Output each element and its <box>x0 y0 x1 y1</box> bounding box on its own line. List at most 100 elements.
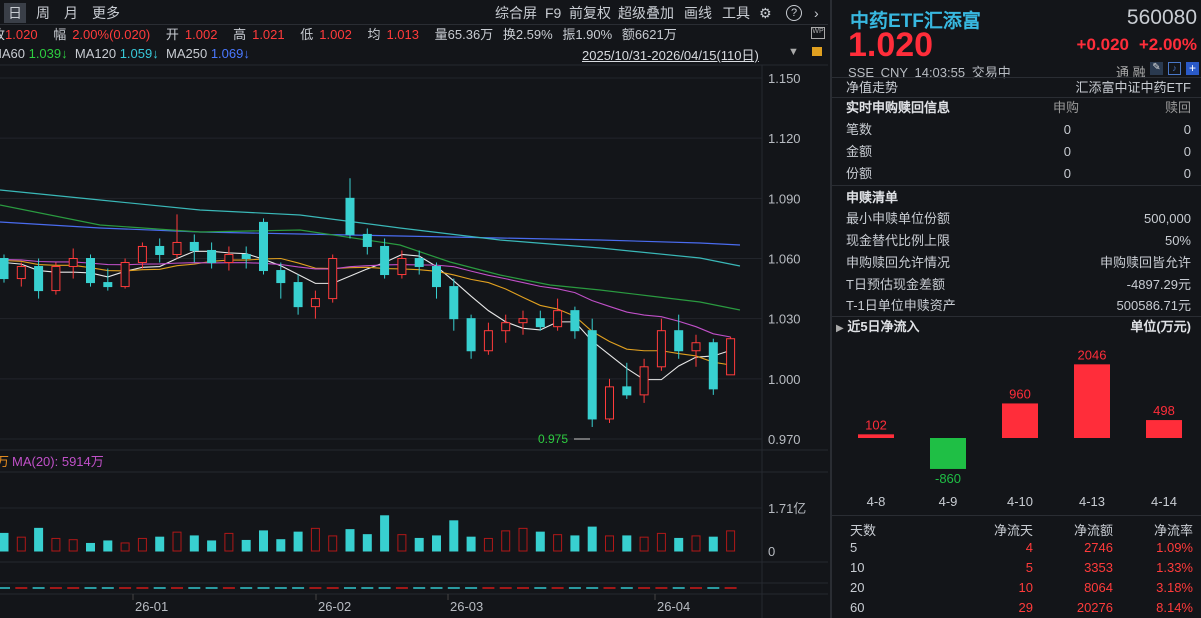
adjust-button[interactable]: 前复权 <box>569 5 611 21</box>
table-cell: 5 <box>850 540 858 555</box>
candle <box>207 242 217 269</box>
table-cell: 3.18% <box>1156 580 1193 595</box>
macd-bar <box>0 587 10 589</box>
volume-bar <box>207 540 217 552</box>
flow-unit: 单位(万元) <box>1130 319 1191 334</box>
vol-tick: 0 <box>768 544 775 559</box>
candle <box>553 298 563 331</box>
macd-bar <box>638 587 651 589</box>
realtime-title: 实时申购赎回信息 <box>846 100 951 115</box>
volume-bar <box>224 532 234 552</box>
table-cell: 1.33% <box>1156 560 1193 575</box>
macd-bar <box>205 587 218 589</box>
expand-icon[interactable]: ▶ <box>836 323 844 334</box>
rt-row: 金额 0 0 <box>846 144 1191 159</box>
table-cell: 3353 <box>1084 560 1113 575</box>
candle <box>587 318 597 427</box>
candle <box>535 310 545 331</box>
edit-icon[interactable]: ✎ <box>1150 62 1163 75</box>
overlay-button[interactable]: 超级叠加 <box>618 5 674 21</box>
gear-icon[interactable]: ⚙ <box>759 5 772 21</box>
help-icon[interactable]: ? <box>786 5 802 21</box>
macd-bar <box>568 587 581 589</box>
volume-bar <box>414 537 424 552</box>
candle <box>259 218 268 275</box>
volume-bar <box>691 535 701 552</box>
macd-bar <box>292 587 305 589</box>
macd-bar <box>32 587 45 589</box>
candle <box>639 358 649 403</box>
date-tick: 26-01 <box>135 599 168 614</box>
macd-bar <box>447 587 460 589</box>
macd-bar <box>274 587 287 589</box>
candle <box>466 314 476 359</box>
volume-bar <box>483 537 493 552</box>
macd-bar <box>67 587 80 589</box>
flow-bar <box>1074 364 1110 438</box>
volume-bar <box>466 536 476 552</box>
market-status: SSE CNY 14:03:55 交易中 <box>848 65 1011 80</box>
list-row: 现金替代比例上限 50% <box>846 233 1191 248</box>
flow-value-label: 2046 <box>1078 347 1107 362</box>
volume-bar <box>708 536 718 552</box>
composite-screen-button[interactable]: 综合屏 <box>495 5 537 21</box>
table-header: 天数 <box>850 523 877 538</box>
tab-week[interactable]: 周 <box>36 5 50 21</box>
security-name: 中药ETF汇添富 <box>850 11 981 32</box>
macd-bar <box>361 587 374 589</box>
volume-bar <box>68 539 78 552</box>
macd-bar <box>395 587 408 589</box>
dropdown-icon[interactable]: ▼ <box>788 46 799 58</box>
rt-row: 份额 0 0 <box>846 166 1191 181</box>
volume-bar <box>310 527 320 552</box>
macd-bar <box>378 587 391 589</box>
candle <box>570 306 580 339</box>
candle <box>68 248 78 279</box>
volume-bar <box>16 536 26 552</box>
volume-bar <box>449 520 459 552</box>
volume-bar <box>345 529 355 552</box>
draw-button[interactable]: 画线 <box>684 5 712 21</box>
tools-button[interactable]: 工具 <box>722 5 750 21</box>
add-icon[interactable]: + <box>1186 62 1199 75</box>
flow-date-label: 4-8 <box>867 494 886 509</box>
candle <box>276 262 286 299</box>
volume-bar <box>639 536 649 552</box>
tab-more[interactable]: 更多 <box>92 5 120 21</box>
candle <box>449 278 459 331</box>
f9-button[interactable]: F9 <box>545 5 562 21</box>
volume-bar <box>241 539 251 552</box>
candle <box>518 310 528 335</box>
quote-line: 收1.020 幅2.00%(0.020) 开1.002 高1.021 低1.00… <box>0 27 677 42</box>
candle <box>86 254 95 287</box>
change-value: 2.00%(0.020) <box>72 27 151 42</box>
list-row: T日预估现金差额 -4897.29元 <box>846 277 1191 292</box>
nav-trend-row[interactable]: 净值走势 汇添富中证中药ETF <box>846 80 1191 95</box>
volume-bar <box>622 535 632 552</box>
date-range-selector[interactable]: 2025/10/31-2026/04/15(110日) <box>582 48 759 63</box>
macd-bar <box>482 587 495 589</box>
tab-day[interactable]: 日 <box>4 3 26 23</box>
volume-bar <box>86 542 95 552</box>
tab-month[interactable]: 月 <box>64 5 78 21</box>
lock-icon[interactable] <box>812 47 822 56</box>
price-change: +0.020 <box>1076 35 1129 54</box>
candle <box>293 274 303 315</box>
candle <box>362 228 372 255</box>
list-row: 最小申赎单位份额 500,000 <box>846 211 1191 226</box>
table-cell: 20 <box>850 580 865 595</box>
last-price: 1.020 <box>848 26 934 64</box>
volume-bar <box>172 531 182 552</box>
bell-icon[interactable]: ♪ <box>1168 62 1181 75</box>
wp-icon[interactable]: WP <box>811 27 825 39</box>
flow-date-label: 4-9 <box>939 494 958 509</box>
candle <box>137 242 147 269</box>
chevron-right-icon[interactable]: › <box>814 5 819 21</box>
candle <box>432 262 441 299</box>
ma10-line <box>3 257 731 366</box>
price-tick: 1.150 <box>768 71 801 86</box>
table-cell: 10 <box>850 560 865 575</box>
macd-bar <box>707 587 720 589</box>
candle <box>224 246 234 271</box>
macd-bar <box>517 587 529 589</box>
